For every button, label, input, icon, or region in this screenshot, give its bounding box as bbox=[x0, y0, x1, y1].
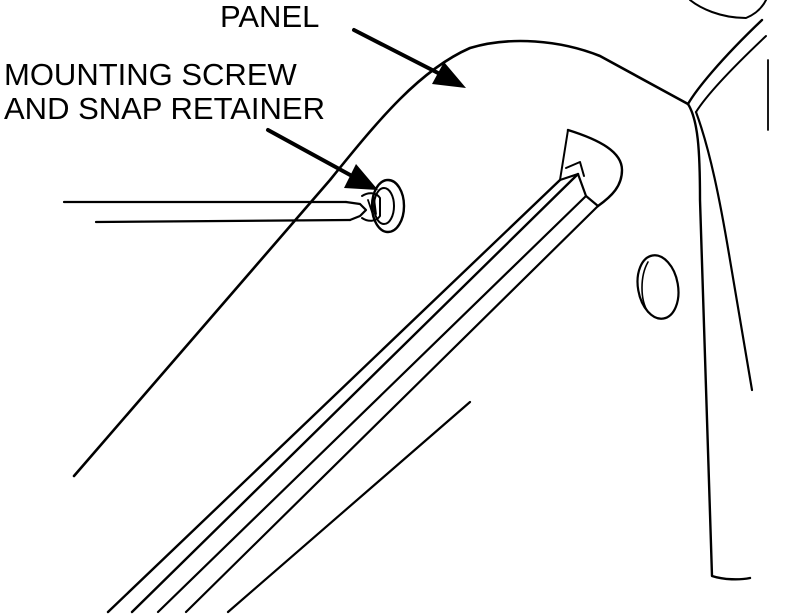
panel-leader-arrow bbox=[352, 28, 466, 88]
panel-callout-label: PANEL bbox=[220, 0, 320, 34]
channel-recess-lip bbox=[559, 129, 569, 181]
body-edge-upper bbox=[686, 18, 764, 106]
trim-rail-3 bbox=[156, 194, 588, 614]
lower-body-edge bbox=[226, 400, 472, 614]
pillar-edge-inner bbox=[694, 110, 754, 392]
mounting-screw-callout-line1: MOUNTING SCREW bbox=[4, 57, 297, 92]
trim-rail-cap-top bbox=[565, 161, 585, 177]
access-hole-inner-shadow bbox=[641, 261, 649, 313]
pillar-edge-outer bbox=[686, 102, 752, 581]
body-top-curve bbox=[689, 0, 767, 19]
trim-rail-2 bbox=[130, 172, 580, 614]
channel-recess bbox=[566, 128, 624, 208]
access-hole bbox=[636, 254, 680, 320]
panel-outline bbox=[72, 39, 690, 478]
trim-rail-cap bbox=[558, 172, 600, 208]
trim-rail-4 bbox=[184, 204, 600, 614]
mounting-screw-callout-line2: AND SNAP RETAINER bbox=[4, 91, 325, 126]
screw-retainer bbox=[361, 178, 406, 234]
body-edge-upper-inner bbox=[695, 35, 767, 113]
screwdriver-shaft-bottom bbox=[94, 218, 352, 224]
screw-leader-arrow bbox=[266, 128, 378, 190]
screwdriver-tip bbox=[344, 200, 368, 222]
trim-rail-1 bbox=[106, 178, 562, 614]
